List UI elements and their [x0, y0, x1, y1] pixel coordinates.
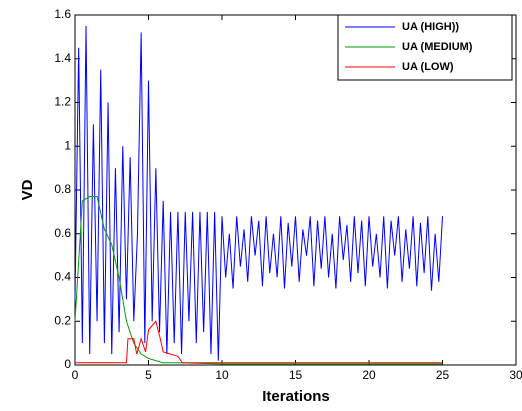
x-tick-label: 30 — [509, 368, 522, 382]
x-tick-label: 0 — [72, 368, 79, 382]
x-tick-label: 20 — [362, 368, 376, 382]
y-tick-label: 0.6 — [54, 226, 71, 240]
series-line — [74, 25, 443, 361]
legend-label: UA (LOW) — [402, 61, 454, 73]
y-tick-label: 0 — [64, 357, 71, 371]
y-tick-label: 1 — [64, 138, 71, 152]
x-tick-label: 10 — [215, 368, 229, 382]
legend-label: UA (MEDIUM) — [402, 41, 473, 53]
series-line — [75, 320, 443, 364]
y-axis-label: VD — [19, 179, 36, 200]
y-tick-label: 0.8 — [54, 182, 71, 196]
x-tick-label: 5 — [145, 368, 152, 382]
x-tick-label: 15 — [289, 368, 303, 382]
legend-label: UA (HIGH)) — [402, 21, 459, 33]
x-tick-label: 25 — [436, 368, 450, 382]
x-axis-label: Iterations — [262, 388, 330, 405]
series-line — [74, 196, 443, 365]
y-tick-label: 0.4 — [54, 270, 71, 284]
y-tick-label: 1.4 — [54, 51, 71, 65]
y-tick-label: 1.2 — [54, 95, 71, 109]
y-tick-label: 1.6 — [54, 7, 71, 21]
y-tick-label: 0.2 — [54, 313, 71, 327]
